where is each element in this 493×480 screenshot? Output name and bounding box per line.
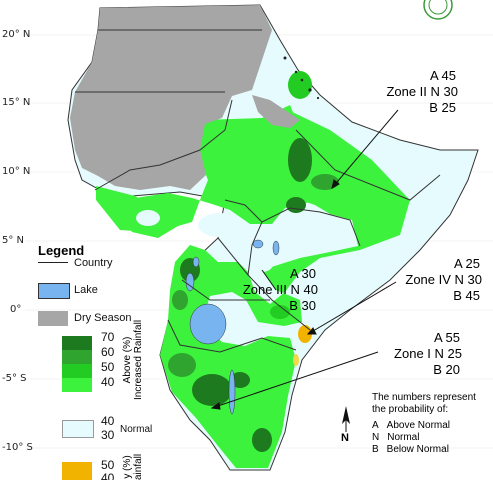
legend-swatch-normal: [62, 420, 94, 438]
legend-below-caption-1: y (%): [122, 455, 133, 479]
legend-above-70: 70: [101, 330, 115, 344]
legend-title: Legend: [38, 243, 85, 258]
legend-normal-label: Normal: [120, 424, 153, 435]
legend-above-caption-2: Increased Rainfall: [133, 319, 144, 400]
zone-iv-n: N 30: [454, 272, 482, 287]
legend-below-40: 40: [101, 471, 115, 480]
legend-swatch-70: [62, 336, 92, 350]
zone-ii-b: B 25: [429, 100, 456, 115]
dry-season-small: [252, 95, 300, 128]
zone-iv-label: A 25 Zone IV N 30 B 45: [398, 256, 482, 304]
zone-i-label: A 55 Zone I N 25 B 20: [386, 330, 462, 378]
note-n-text: Normal: [387, 432, 420, 443]
legend-above-50: 50: [101, 360, 115, 374]
note-b-key: B: [372, 444, 379, 455]
legend-below-caption-2: ainfall: [133, 453, 144, 480]
below-normal-spot: [298, 325, 312, 343]
zone-iii-label: A 30 Zone III N 40 B 30: [236, 266, 318, 314]
north-arrow-icon: [338, 406, 354, 455]
zone-iv-a: A 25: [453, 256, 480, 271]
legend-below-caption: y (%) ainfall: [122, 454, 144, 480]
zone-iv-name: Zone IV: [405, 272, 451, 287]
zone-iii-a: A 30: [289, 266, 316, 281]
lat-label-10n: 10° N: [2, 166, 31, 177]
legend-dry-label: Dry Season: [74, 312, 132, 324]
legend-country-label: Country: [74, 257, 113, 269]
note-a-text: Above Normal: [386, 420, 451, 431]
legend-normal-40: 40: [101, 414, 115, 428]
zone-ii-name: Zone II: [386, 84, 427, 99]
lat-label-0: 0°: [10, 304, 22, 315]
probability-note: The numbers represent the probability of…: [372, 392, 490, 456]
zone-iii-n: N 40: [290, 282, 318, 297]
legend-above-caption-1: Above (%): [122, 336, 133, 384]
legend-swatch-60: [62, 350, 92, 364]
legend-dry-swatch: [38, 311, 68, 326]
lat-label-5n: 5° N: [2, 235, 25, 246]
lakes: [185, 239, 280, 415]
zone-iii-name: Zone III: [242, 282, 287, 297]
lat-label-20n: 20° N: [2, 29, 31, 40]
legend-above-40: 40: [101, 375, 115, 389]
zone-iii-b: B 30: [289, 298, 316, 313]
legend-lake-swatch: [38, 283, 70, 299]
below-normal-spot-small: [293, 354, 299, 366]
lat-label-15n: 15° N: [2, 97, 31, 108]
green-ethiopia: [285, 110, 405, 218]
zone-i-name: Zone I: [394, 346, 431, 361]
legend-above-caption: Above (%) Increased Rainfall: [122, 320, 144, 400]
country-borders: [75, 29, 441, 353]
legend-below-50: 50: [101, 458, 115, 472]
lat-label-5s: -5° S: [2, 373, 27, 384]
legend-swatch-50: [62, 364, 92, 378]
legend-country-line: [38, 262, 68, 263]
note-n-key: N: [372, 432, 380, 443]
zone-ii-a: A 45: [429, 68, 456, 83]
legend-normal-30: 30: [101, 428, 115, 442]
note-line-2: the probability of:: [372, 404, 449, 415]
legend-swatch-below-50: [62, 462, 92, 480]
zone-i-n: N 25: [434, 346, 462, 361]
legend-above-60: 60: [101, 345, 115, 359]
zone-ii-n: N 30: [430, 84, 458, 99]
dry-season-area: [70, 5, 272, 190]
note-a-key: A: [372, 420, 379, 431]
lat-label-10s: -10° S: [2, 442, 33, 453]
zone-i-a: A 55: [433, 330, 460, 345]
legend-lake-label: Lake: [74, 284, 98, 296]
north-label: N: [341, 432, 349, 444]
legend-swatch-40: [62, 378, 92, 392]
normal-pockets: [136, 210, 274, 332]
note-line-1: The numbers represent: [372, 392, 476, 403]
note-b-text: Below Normal: [386, 444, 449, 455]
zone-iv-b: B 45: [453, 288, 480, 303]
red-sea-islands: [283, 56, 320, 100]
organization-logo: [423, 0, 453, 20]
zone-ii-label: A 45 Zone II N 30 B 25: [382, 68, 458, 116]
zone-i-b: B 20: [433, 362, 460, 377]
zone-arrows: [210, 109, 399, 410]
